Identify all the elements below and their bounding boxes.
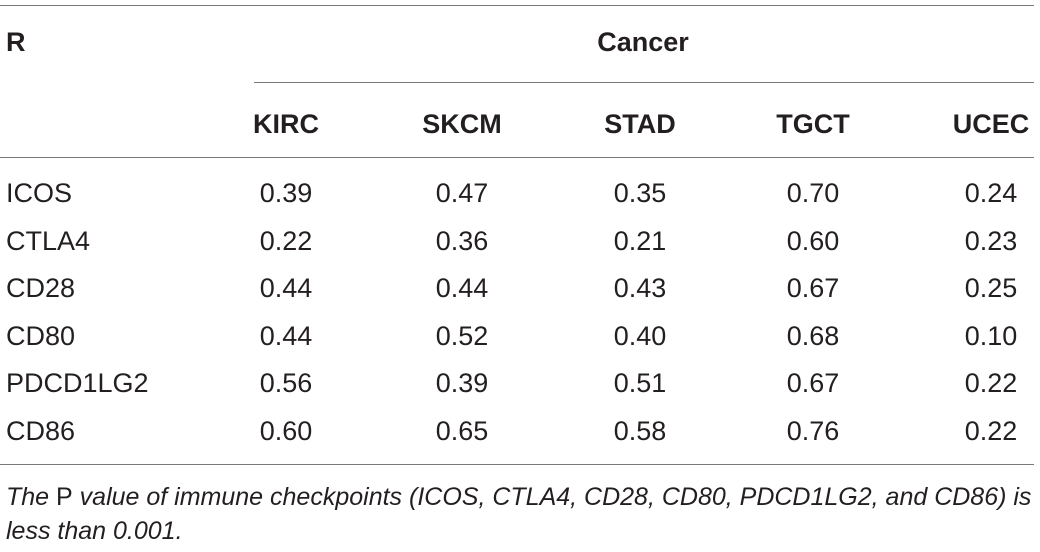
- table-cell: 0.35: [613, 178, 667, 208]
- column-header: SKCM: [422, 109, 502, 139]
- footnote-p-letter: P: [56, 483, 73, 511]
- row-label: PDCD1LG2: [6, 368, 149, 398]
- row-label: ICOS: [6, 178, 73, 208]
- table-cell: 0.21: [613, 226, 667, 256]
- spanner-rule: [254, 82, 1034, 83]
- row-label: CD80: [6, 321, 76, 351]
- column-header: TGCT: [776, 109, 850, 139]
- table-cell: 0.24: [964, 178, 1018, 208]
- column-header: KIRC: [253, 109, 319, 139]
- column-header: UCEC: [952, 109, 1030, 139]
- table-cell: 0.76: [786, 416, 840, 446]
- table-cell: 0.22: [964, 368, 1018, 398]
- table-cell: 0.10: [964, 321, 1018, 351]
- footnote-suffix: value of immune checkpoints (ICOS, CTLA4…: [6, 483, 1032, 545]
- table-cell: 0.67: [786, 368, 840, 398]
- header-rule: [0, 157, 1034, 158]
- row-label: CD28: [6, 273, 76, 303]
- column-header: STAD: [604, 109, 676, 139]
- row-label: CTLA4: [6, 226, 91, 256]
- table-cell: 0.51: [613, 368, 667, 398]
- table-cell: 0.58: [613, 416, 667, 446]
- table-cell: 0.25: [964, 273, 1018, 303]
- table-cell: 0.44: [259, 273, 313, 303]
- row-label: CD86: [6, 416, 76, 446]
- table-cell: 0.39: [259, 178, 313, 208]
- stub-header: R: [6, 27, 26, 57]
- table-cell: 0.67: [786, 273, 840, 303]
- table-cell: 0.60: [786, 226, 840, 256]
- table-cell: 0.60: [259, 416, 313, 446]
- bottom-rule: [0, 464, 1034, 465]
- table-cell: 0.22: [964, 416, 1018, 446]
- footnote-prefix: The: [6, 483, 57, 511]
- table-cell: 0.65: [435, 416, 489, 446]
- table-cell: 0.23: [964, 226, 1018, 256]
- table-cell: 0.40: [613, 321, 667, 351]
- table-cell: 0.22: [259, 226, 313, 256]
- table-cell: 0.43: [613, 273, 667, 303]
- table-cell: 0.36: [435, 226, 489, 256]
- top-rule: [0, 5, 1034, 6]
- spanner-header-cancer: Cancer: [597, 27, 689, 57]
- table-cell: 0.39: [435, 368, 489, 398]
- table-cell: 0.56: [259, 368, 313, 398]
- table-cell: 0.44: [435, 273, 489, 303]
- table-cell: 0.44: [259, 321, 313, 351]
- table-cell: 0.47: [435, 178, 489, 208]
- table-footnote: The P value of immune checkpoints (ICOS,…: [6, 480, 1036, 548]
- table-cell: 0.68: [786, 321, 840, 351]
- table-cell: 0.70: [786, 178, 840, 208]
- table-cell: 0.52: [435, 321, 489, 351]
